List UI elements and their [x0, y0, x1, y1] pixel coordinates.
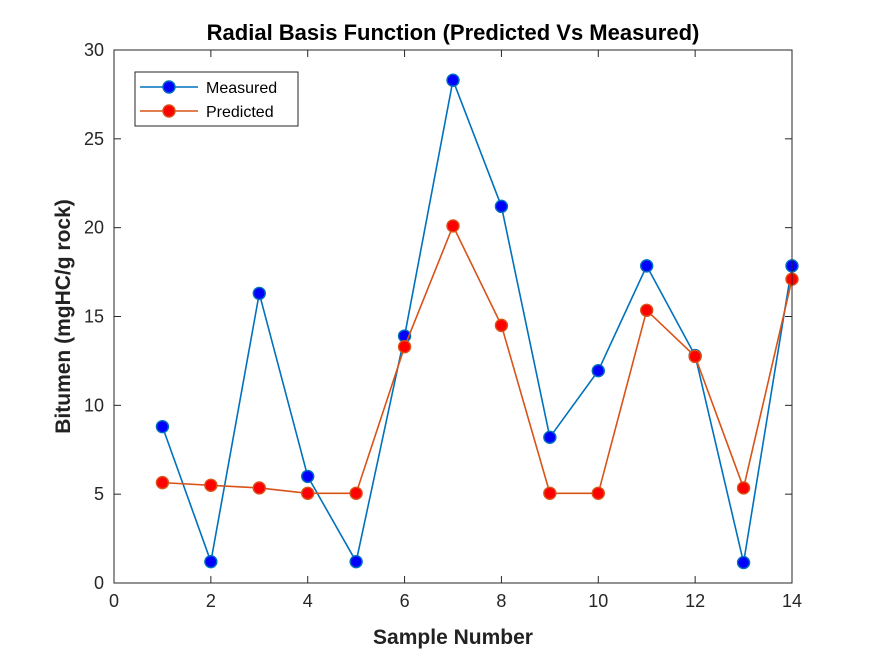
y-tick-label: 25 [84, 129, 104, 149]
legend-box [134, 71, 299, 127]
legend-item-measured: Measured [140, 80, 277, 97]
data-point-measured [543, 430, 557, 445]
data-point-predicted [688, 349, 702, 364]
x-tick-label: 4 [303, 591, 313, 611]
x-tick-label: 8 [496, 591, 506, 611]
y-tick-label: 0 [94, 573, 104, 593]
y-tick-label: 15 [84, 307, 104, 327]
series-line-predicted [162, 225, 793, 495]
data-point-predicted [736, 481, 751, 495]
data-point-measured [252, 286, 266, 301]
legend-label: Predicted [206, 104, 274, 121]
chart-title: Radial Basis Function (Predicted Vs Meas… [207, 20, 700, 45]
data-point-predicted [494, 318, 509, 333]
legend-item-predicted: Predicted [140, 104, 274, 121]
x-axis-label: Sample Number [373, 626, 533, 649]
data-point-predicted [301, 486, 315, 500]
data-point-predicted [155, 475, 170, 490]
data-point-predicted [397, 340, 412, 354]
series-predicted [155, 219, 799, 500]
data-point-predicted [446, 219, 460, 233]
y-tick-label: 5 [94, 484, 104, 504]
x-tick-label: 12 [685, 591, 705, 611]
data-point-predicted [640, 303, 654, 317]
data-point-measured [736, 555, 751, 570]
y-axis-label: Bitumen (mgHC/g rock) [52, 199, 75, 434]
legend-swatch-marker [162, 80, 176, 94]
data-point-measured [204, 554, 218, 569]
legend-swatch-marker [162, 104, 176, 118]
chart-marks [155, 73, 799, 570]
data-point-predicted [349, 486, 363, 500]
data-point-predicted [591, 486, 605, 500]
data-point-measured [301, 469, 315, 484]
data-point-predicted [252, 481, 266, 495]
x-tick-label: 6 [400, 591, 410, 611]
axis-ticks: 0 2 4 6 8 10 12 14 0 5 10 15 20 25 30 [84, 40, 802, 611]
y-tick-label: 20 [84, 218, 104, 238]
x-tick-label: 10 [588, 591, 608, 611]
series-line-measured [161, 79, 793, 564]
data-point-predicted [543, 486, 557, 500]
data-point-measured [591, 363, 605, 378]
legend-label: Measured [206, 80, 277, 97]
data-point-measured [494, 199, 509, 214]
x-tick-label: 14 [782, 591, 802, 611]
y-tick-label: 10 [84, 395, 104, 415]
x-tick-label: 0 [109, 591, 119, 611]
data-point-measured [640, 259, 654, 273]
data-point-measured [155, 419, 170, 434]
legend: Measured Predicted [134, 71, 299, 127]
data-point-measured [349, 554, 363, 569]
data-point-predicted [204, 478, 218, 492]
data-point-measured [446, 73, 460, 87]
x-tick-label: 2 [206, 591, 216, 611]
y-tick-label: 30 [84, 40, 104, 60]
plot-area [114, 50, 792, 583]
